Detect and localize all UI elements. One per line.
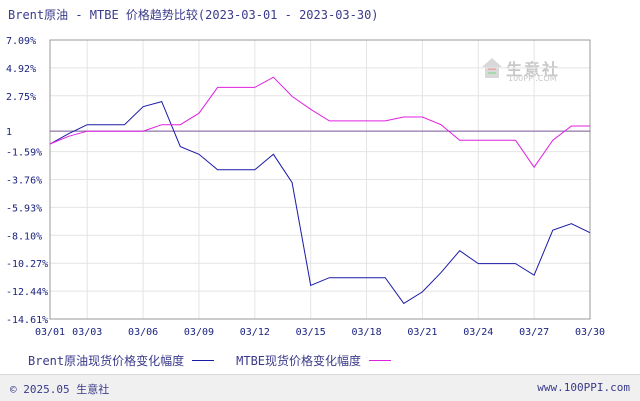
y-axis-ticks: 7.09% 4.92% 2.75% 1 -1.59% -3.76% -5.93% -8.10%… bbox=[6, 36, 48, 326]
plot-area bbox=[49, 39, 591, 320]
legend: Brent原油现货价格变化幅度 MTBE现货价格变化幅度 bbox=[28, 352, 413, 369]
x-tick-label: 03/03 bbox=[72, 327, 102, 338]
legend-swatch-mtbe bbox=[369, 360, 392, 361]
series-line-mtbe bbox=[49, 76, 590, 169]
x-tick-label: 03/24 bbox=[463, 327, 493, 338]
x-tick-label: 03/18 bbox=[351, 327, 381, 338]
y-tick-label: -10.27% bbox=[6, 259, 48, 270]
y-tick-label: 2.75% bbox=[6, 92, 36, 103]
y-tick-label: -8.10% bbox=[6, 231, 42, 242]
chart-title: Brent原油 - MTBE 价格趋势比较(2023-03-01 - 2023-… bbox=[8, 8, 379, 22]
y-tick-label: -5.93% bbox=[6, 203, 42, 214]
x-tick-label: 03/30 bbox=[575, 327, 605, 338]
y-tick-label: -1.59% bbox=[6, 148, 42, 159]
watermark-url: 100PPI.COM bbox=[508, 74, 557, 83]
series-line-brent bbox=[49, 101, 591, 305]
legend-swatch-brent bbox=[192, 360, 215, 361]
x-tick-label: 03/15 bbox=[296, 327, 326, 338]
legend-label-brent: Brent原油现货价格变化幅度 bbox=[28, 354, 185, 368]
y-tick-label: 4.92% bbox=[6, 64, 36, 75]
y-tick-label: -3.76% bbox=[6, 176, 42, 187]
x-tick-label: 03/09 bbox=[184, 327, 214, 338]
watermark-logo: 生意社 100PPI.COM bbox=[480, 56, 558, 84]
x-axis-ticks: 03/01 03/03 03/06 03/09 03/12 03/15 03/18 03/21… bbox=[35, 327, 605, 338]
x-tick-label: 03/01 bbox=[35, 327, 65, 338]
series-lines bbox=[49, 76, 591, 305]
y-tick-label: -12.44% bbox=[6, 287, 48, 298]
y-tick-label: 7.09% bbox=[6, 36, 36, 47]
y-tick-label: 1 bbox=[6, 127, 12, 138]
footer-bar: © 2025.05 生意社 www.100PPI.com bbox=[0, 374, 640, 401]
site-link[interactable]: www.100PPI.com bbox=[537, 381, 630, 394]
x-tick-label: 03/06 bbox=[128, 327, 158, 338]
line-chart: 7.09% 4.92% 2.75% 1 -1.59% -3.76% -5.93% -8.10%… bbox=[6, 36, 605, 338]
x-tick-label: 03/21 bbox=[407, 327, 437, 338]
x-tick-label: 03/27 bbox=[519, 327, 549, 338]
copyright-text: © 2025.05 生意社 bbox=[10, 383, 110, 396]
legend-label-mtbe: MTBE现货价格变化幅度 bbox=[236, 354, 362, 368]
x-tick-label: 03/12 bbox=[240, 327, 270, 338]
watermark-name: 生意社 bbox=[506, 60, 561, 79]
y-tick-label: -14.61% bbox=[6, 315, 48, 326]
grid-lines bbox=[49, 39, 591, 320]
